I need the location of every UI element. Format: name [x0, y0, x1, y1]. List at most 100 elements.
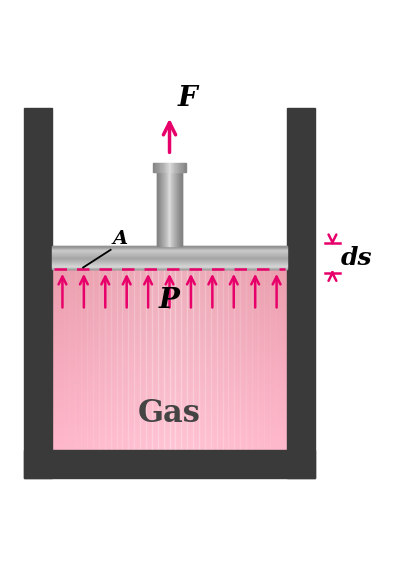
Bar: [52, 350, 287, 353]
Bar: [52, 391, 287, 394]
Bar: [52, 337, 287, 339]
Bar: [181, 270, 187, 450]
Bar: [52, 344, 287, 346]
Bar: [52, 407, 287, 410]
Bar: [52, 425, 287, 427]
Bar: [52, 315, 287, 317]
Bar: [52, 312, 287, 315]
Bar: [281, 270, 287, 450]
Bar: [52, 292, 287, 294]
Bar: [159, 163, 160, 172]
Bar: [52, 357, 287, 360]
Bar: [128, 270, 134, 450]
Bar: [52, 396, 287, 398]
Bar: [52, 270, 287, 272]
Bar: [171, 163, 172, 172]
Bar: [52, 353, 287, 355]
Bar: [175, 270, 181, 450]
Bar: [105, 270, 111, 450]
Bar: [160, 163, 161, 172]
Bar: [52, 294, 287, 297]
Bar: [175, 168, 176, 246]
Bar: [179, 168, 180, 246]
Bar: [111, 270, 117, 450]
Bar: [52, 299, 287, 301]
Bar: [170, 163, 171, 172]
Bar: [52, 346, 287, 349]
Bar: [52, 434, 287, 437]
Text: P: P: [159, 287, 180, 314]
Bar: [252, 270, 258, 450]
Bar: [52, 384, 287, 387]
Bar: [175, 163, 176, 172]
Bar: [180, 168, 181, 246]
Bar: [164, 163, 165, 172]
Bar: [52, 445, 287, 448]
Bar: [167, 163, 168, 172]
Bar: [199, 270, 205, 450]
Bar: [174, 163, 175, 172]
Bar: [52, 289, 287, 292]
Bar: [162, 168, 163, 246]
Bar: [52, 400, 287, 403]
Bar: [52, 378, 287, 380]
Bar: [63, 270, 69, 450]
Text: A: A: [113, 230, 128, 248]
Bar: [170, 168, 171, 246]
Bar: [287, 108, 315, 478]
Bar: [52, 281, 287, 283]
Bar: [163, 168, 164, 246]
Bar: [52, 283, 287, 285]
Bar: [223, 270, 229, 450]
Bar: [52, 333, 287, 335]
Bar: [52, 387, 287, 389]
Bar: [123, 270, 128, 450]
Bar: [181, 163, 182, 172]
Bar: [154, 163, 155, 172]
Bar: [152, 270, 158, 450]
Bar: [52, 288, 287, 289]
Bar: [52, 373, 287, 376]
Bar: [258, 270, 264, 450]
Bar: [52, 310, 287, 312]
Bar: [52, 403, 287, 405]
Bar: [52, 108, 287, 246]
Bar: [52, 328, 287, 331]
Bar: [52, 342, 287, 344]
Bar: [153, 163, 154, 172]
Bar: [164, 270, 169, 450]
Bar: [52, 437, 287, 439]
Bar: [275, 270, 281, 450]
Bar: [99, 270, 105, 450]
Bar: [171, 168, 172, 246]
Bar: [177, 163, 178, 172]
Bar: [52, 331, 287, 333]
Bar: [168, 168, 169, 246]
Bar: [182, 163, 183, 172]
Bar: [159, 168, 160, 246]
Bar: [52, 285, 287, 288]
Bar: [117, 270, 123, 450]
Bar: [178, 163, 180, 172]
Bar: [52, 304, 287, 305]
Bar: [157, 163, 158, 172]
Bar: [52, 321, 287, 323]
Bar: [52, 317, 287, 319]
Bar: [52, 376, 287, 378]
Bar: [168, 163, 169, 172]
Bar: [157, 168, 158, 246]
Bar: [165, 168, 166, 246]
Bar: [169, 163, 170, 172]
Bar: [52, 278, 287, 281]
Bar: [52, 272, 287, 274]
Bar: [167, 168, 168, 246]
Bar: [52, 380, 287, 382]
Bar: [75, 270, 81, 450]
Bar: [52, 405, 287, 407]
Bar: [176, 168, 177, 246]
Bar: [166, 168, 167, 246]
Bar: [52, 364, 287, 366]
Bar: [169, 270, 175, 450]
Bar: [163, 163, 164, 172]
Text: ds: ds: [340, 246, 372, 270]
